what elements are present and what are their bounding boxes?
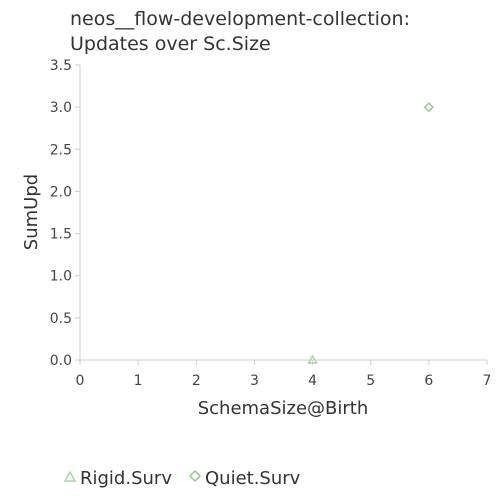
x-tick-label: 7 [483, 373, 492, 389]
data-point-rigid-surv [307, 354, 318, 364]
y-tick-label: 0.0 [50, 353, 72, 369]
x-tick-label: 0 [76, 373, 85, 389]
x-axis-ticks: 0 1 2 3 4 5 6 7 [76, 360, 492, 389]
y-tick-label: 1.0 [50, 269, 72, 285]
x-tick-label: 1 [134, 373, 143, 389]
x-tick-label: 6 [424, 373, 433, 389]
y-axis-title: SumUpd [21, 174, 42, 250]
legend-marker-quiet-surv [188, 469, 202, 483]
y-tick-label: 2.5 [50, 142, 72, 158]
y-tick-label: 0.5 [50, 311, 72, 327]
data-point-quiet-surv [423, 102, 434, 113]
y-axis-ticks: 0.0 0.5 1.0 1.5 2.0 2.5 3.0 3.5 [50, 58, 80, 369]
y-tick-label: 3.5 [50, 58, 72, 74]
chart-title-line-2: Updates over Sc.Size [70, 33, 271, 55]
legend: Rigid.Surv Quiet.Surv [63, 468, 301, 489]
y-tick-label: 2.0 [50, 184, 72, 200]
chart-title-line-1: neos__flow-development-collection: [70, 8, 410, 30]
x-tick-label: 5 [366, 373, 375, 389]
x-axis-title: SchemaSize@Birth [198, 398, 369, 419]
legend-label-quiet-surv: Quiet.Surv [205, 468, 301, 489]
x-tick-label: 3 [250, 373, 259, 389]
legend-label-rigid-surv: Rigid.Surv [80, 468, 172, 489]
y-tick-label: 1.5 [50, 227, 72, 243]
y-tick-label: 3.0 [50, 100, 72, 116]
x-tick-label: 2 [192, 373, 201, 389]
data-points [307, 102, 434, 364]
x-tick-label: 4 [308, 373, 317, 389]
legend-marker-rigid-surv [63, 470, 77, 482]
